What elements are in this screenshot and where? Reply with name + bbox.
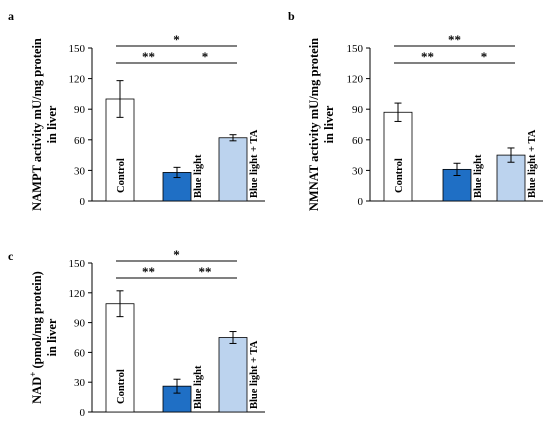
y-tick-label: 120 [347, 74, 364, 86]
significance-label: ** [448, 32, 461, 47]
y-tick-label: 30 [74, 377, 86, 389]
y-axis-label-part: NAD [30, 377, 44, 404]
bar-blue-light-ta [496, 154, 526, 202]
category-label: Control [394, 158, 405, 193]
y-tick-label: 0 [80, 407, 86, 419]
y-axis-label-line2: in liver [322, 105, 336, 143]
panel-letter: b [288, 9, 295, 23]
bar-control [105, 303, 135, 413]
y-tick-label: 60 [74, 135, 86, 147]
significance-label: ** [142, 264, 155, 279]
y-tick-label: 30 [352, 165, 364, 177]
category-label: Control [116, 369, 127, 404]
bar-blue-light-ta [218, 137, 248, 202]
chart-panel-c: c 0 30 60 90 120 150 NAD+ (pmol/mg protein) in l… [8, 247, 265, 419]
significance-label: ** [421, 49, 434, 64]
category-label: Blue light [473, 154, 484, 198]
y-tick-label: 0 [80, 196, 86, 208]
category-label: Blue light [193, 154, 204, 198]
y-tick-label: 120 [69, 74, 86, 86]
y-tick-label: 90 [74, 318, 86, 330]
panel-letter: a [8, 9, 14, 23]
significance-label: ** [199, 264, 212, 279]
y-axis-label-line2: in liver [45, 318, 59, 356]
category-label: Blue light + TA [249, 340, 260, 409]
panel-letter: c [8, 249, 14, 263]
chart-panel-b: b 0 30 60 90 120 150 NMNAT activity mU/mg prote… [288, 9, 543, 211]
category-label: Blue light + TA [527, 129, 538, 198]
y-axis-label: NAMPT activity mU/mg protein [30, 38, 44, 211]
y-tick-label: 90 [352, 104, 364, 116]
category-label: Control [116, 158, 127, 193]
significance-label: ** [142, 49, 155, 64]
significance-label: * [173, 32, 180, 47]
chart-panel-a: a 0 30 60 90 120 150 NAMPT activity mU/mg prote… [8, 9, 265, 211]
y-tick-label: 150 [69, 43, 86, 55]
category-label: Blue light [193, 365, 204, 409]
y-axis-label: NAD+ (pmol/mg protein) [28, 271, 44, 404]
significance-label: * [173, 247, 180, 262]
significance-label: * [202, 49, 209, 64]
y-axis-label: NMNAT activity mU/mg protein [307, 38, 321, 211]
y-tick-label: 60 [74, 347, 86, 359]
y-tick-label: 150 [69, 258, 86, 270]
y-axis-label-part: (pmol/mg protein) [30, 271, 44, 371]
bar-blue-light-ta [218, 337, 248, 413]
y-tick-label: 30 [74, 165, 86, 177]
y-axis-label-superscript: + [28, 372, 38, 377]
y-tick-label: 120 [69, 288, 86, 300]
y-tick-label: 150 [347, 43, 364, 55]
y-tick-label: 0 [358, 196, 364, 208]
y-axis-label-line2: in liver [45, 105, 59, 143]
category-label: Blue light + TA [249, 129, 260, 198]
significance-label: * [481, 49, 488, 64]
bar-control [383, 111, 413, 202]
y-tick-label: 60 [352, 135, 364, 147]
y-tick-label: 90 [74, 104, 86, 116]
